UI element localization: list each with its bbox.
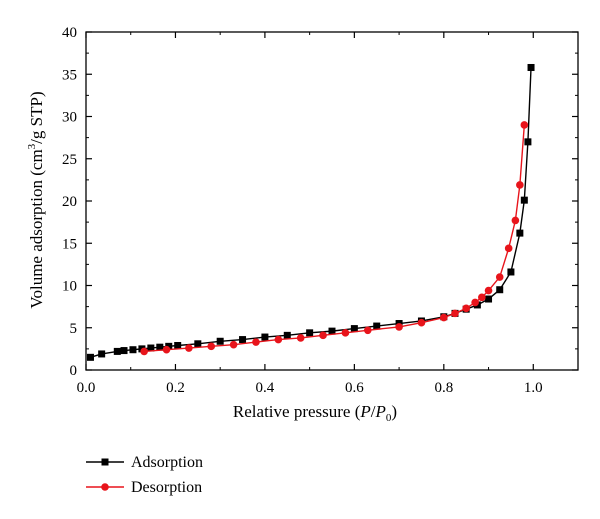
data-point-desorption <box>495 273 504 281</box>
legend: Adsorption Desorption <box>86 454 203 496</box>
series-adsorption <box>86 63 535 361</box>
data-point-adsorption <box>165 342 173 350</box>
data-point-desorption <box>520 121 529 129</box>
legend-marker-desorption <box>101 483 109 491</box>
legend-label-desorption: Desorption <box>131 479 202 496</box>
y-axis-ticks: 0 5 10 15 20 25 30 35 40 <box>62 25 578 379</box>
data-point-adsorption <box>306 329 314 337</box>
data-point-adsorption <box>261 333 269 341</box>
y-tick-label: 10 <box>62 279 77 295</box>
data-point-desorption <box>462 304 470 313</box>
data-point-desorption <box>516 181 524 189</box>
data-point-adsorption <box>516 229 524 237</box>
data-point-desorption <box>440 313 448 322</box>
legend-label-adsorption: Adsorption <box>131 454 203 471</box>
data-point-desorption <box>207 342 216 351</box>
y-tick-label: 30 <box>62 110 77 126</box>
data-point-adsorption <box>524 138 532 146</box>
data-point-adsorption <box>129 346 137 354</box>
data-point-adsorption <box>485 295 493 303</box>
legend-item-adsorption: Adsorption <box>86 454 203 471</box>
data-point-adsorption <box>113 347 121 355</box>
y-tick-label: 5 <box>70 321 78 337</box>
x-axis-ticks: 0.0 0.2 0.4 0.6 0.8 1.0 <box>77 32 543 396</box>
x-tick-label: 0.0 <box>77 380 96 396</box>
y-tick-label: 40 <box>62 25 77 41</box>
data-point-adsorption <box>527 63 535 71</box>
data-point-adsorption <box>520 196 528 204</box>
plot-area-border <box>85 31 579 371</box>
data-point-adsorption <box>496 286 504 294</box>
x-tick-label: 0.4 <box>256 380 275 396</box>
data-point-desorption <box>274 335 283 344</box>
y-tick-label: 0 <box>70 363 78 379</box>
x-tick-label: 1.0 <box>524 380 543 396</box>
data-point-desorption <box>296 334 305 342</box>
series-layer <box>86 63 535 361</box>
y-tick-label: 15 <box>62 236 77 252</box>
y-tick-label: 25 <box>62 152 77 168</box>
data-point-adsorption <box>120 347 128 355</box>
x-tick-label: 0.6 <box>345 380 364 396</box>
series-line-adsorption <box>90 67 532 358</box>
data-point-adsorption <box>174 341 182 349</box>
data-point-desorption <box>319 331 327 340</box>
data-point-desorption <box>511 216 520 225</box>
series-line-desorption <box>144 124 526 353</box>
data-point-adsorption <box>216 337 224 345</box>
x-tick-label: 0.2 <box>166 380 185 396</box>
legend-item-desorption: Desorption <box>86 479 202 496</box>
data-point-desorption <box>140 347 148 356</box>
data-point-adsorption <box>147 344 155 352</box>
data-point-desorption <box>451 309 459 318</box>
data-point-adsorption <box>86 353 94 361</box>
y-axis-label: Volume adsorption (cm3/g STP) <box>26 91 46 308</box>
data-point-desorption <box>341 329 350 337</box>
data-point-desorption <box>417 318 426 327</box>
x-tick-label: 0.8 <box>434 380 453 396</box>
data-point-adsorption <box>283 331 291 339</box>
data-point-adsorption <box>156 343 164 351</box>
series-desorption <box>140 121 529 356</box>
data-point-desorption <box>395 323 403 331</box>
data-point-desorption <box>185 344 193 352</box>
legend-marker-adsorption <box>101 458 109 466</box>
data-point-desorption <box>504 244 513 253</box>
data-point-desorption <box>162 345 171 354</box>
data-point-desorption <box>363 326 372 335</box>
data-point-adsorption <box>373 322 381 330</box>
data-point-desorption <box>252 338 260 346</box>
data-point-adsorption <box>239 336 247 344</box>
data-point-desorption <box>471 298 479 307</box>
data-point-adsorption <box>194 340 202 348</box>
data-point-adsorption <box>507 268 515 276</box>
plot-frame <box>85 31 579 371</box>
y-tick-label: 35 <box>62 67 77 83</box>
x-axis-label: Relative pressure (P/P0) <box>233 402 397 424</box>
data-point-desorption <box>484 286 493 295</box>
data-point-adsorption <box>98 350 106 358</box>
data-point-adsorption <box>350 325 358 333</box>
data-point-desorption <box>229 340 238 349</box>
data-point-desorption <box>478 293 486 302</box>
y-tick-label: 20 <box>62 194 77 210</box>
data-point-adsorption <box>328 327 336 335</box>
